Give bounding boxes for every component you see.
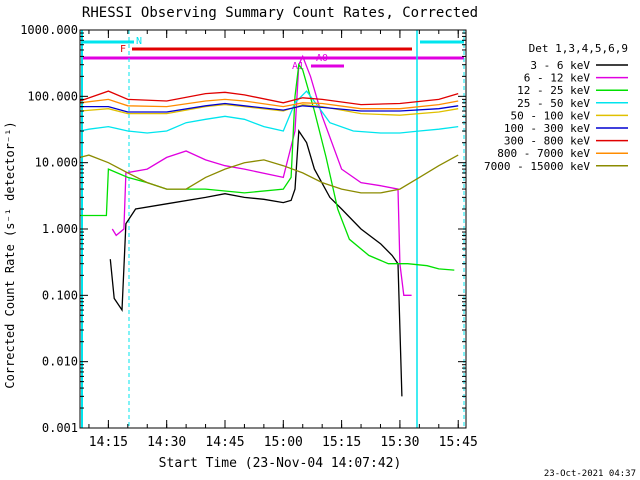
series-line-1 [111,54,412,296]
x-tick-label: 14:15 [89,435,128,450]
flag-label-a0: A0 [316,53,328,64]
y-tick-label: 1.000 [42,222,78,236]
flag-label-f: F [120,44,126,55]
series-line-0 [109,129,403,397]
x-tick-label: 14:30 [147,435,186,450]
chart-title: RHESSI Observing Summary Count Rates, Co… [82,5,478,21]
y-axis-label: Corrected Count Rate (s⁻¹ detector⁻¹) [3,121,17,388]
y-tick-label: 0.001 [42,421,78,435]
y-axis: 1000.000 100.000 10.000 1.000 0.100 0.010 0.00… [20,23,466,435]
x-tick-label: 15:30 [380,435,419,450]
x-tick-label: 14:45 [205,435,244,450]
series-line-5 [80,102,459,113]
x-axis-label: Start Time (23-Nov-04 14:07:42) [159,456,402,471]
x-axis: 14:15 14:30 14:45 15:00 15:15 15:30 15:45 [88,30,478,450]
series-line-3 [79,90,459,134]
x-tick-label: 15:00 [264,435,303,450]
x-tick-label: 15:45 [439,435,478,450]
series-line-7 [79,98,459,110]
series-line-8 [79,154,459,194]
y-tick-label: 0.100 [42,288,78,302]
legend-label-5: 100 - 300 keV [504,122,590,135]
y-tick-label: 100.000 [27,89,78,103]
legend-label-4: 50 - 100 keV [511,109,591,122]
flag-bars [82,40,464,68]
legend-title: Det 1,3,4,5,6,9 [529,42,628,55]
legend-label-0: 3 - 6 keV [530,59,590,72]
legend-label-6: 300 - 800 keV [504,135,590,148]
legend-label-8: 7000 - 15000 keV [484,160,590,173]
y-tick-label: 10.000 [35,156,78,170]
flag-label-n: N [136,36,142,47]
series-line-2 [80,63,455,271]
y-tick-label: 0.010 [42,355,78,369]
series-line-4 [79,103,459,116]
y-tick-label: 1000.000 [20,23,78,37]
series-layer [79,54,459,397]
timestamp: 23-Oct-2021 04:37 [544,469,636,479]
legend-label-3: 25 - 50 keV [517,97,590,110]
legend-label-7: 800 - 7000 keV [497,147,590,160]
legend-label-2: 12 - 25 keV [517,84,590,97]
legend-label-1: 6 - 12 keV [524,72,591,85]
x-tick-label: 15:15 [322,435,361,450]
series-line-6 [79,90,459,106]
